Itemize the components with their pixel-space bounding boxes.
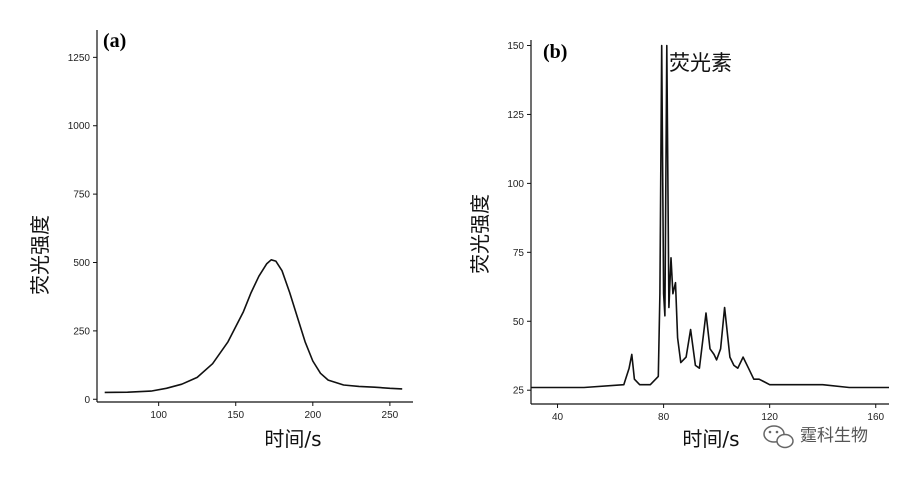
panel-b-label: (b) — [543, 41, 567, 63]
peak-annotation-fluorescein: 荧光素 — [669, 51, 732, 75]
panel-b-y-tick-label: 150 — [507, 41, 524, 52]
panel-a-x-axis-title: 时间/s — [264, 427, 321, 451]
panel-b-x-tick-label: 40 — [552, 412, 564, 423]
panel-b-x-tick-label: 80 — [658, 412, 670, 423]
panel-a-y-tick-label: 1000 — [68, 121, 91, 132]
panel-a-series-line — [104, 259, 403, 394]
panel-a-y-tick-label: 750 — [73, 190, 90, 201]
panel-b-series-line — [531, 44, 889, 389]
panel-b: (b) 荧光强度 时间/s 荧光素 25 50 75 100 125 150 40 80 120… — [468, 40, 889, 451]
panel-a-x-tick-label: 200 — [304, 410, 321, 421]
panel-a-y-axis-title: 荧光强度 — [28, 215, 52, 295]
watermark-text: 霆科生物 — [800, 426, 868, 446]
panel-b-y-tick-label: 75 — [513, 248, 525, 259]
wechat-icon — [763, 425, 794, 449]
panel-a-y-tick-label: 1250 — [68, 53, 91, 64]
panel-a: (a) 荧光强度 时间/s 0 250 500 750 1000 1250 100 150 20… — [28, 30, 413, 451]
panel-a-y-tick-label: 250 — [73, 326, 90, 337]
watermark: 霆科生物 — [763, 425, 868, 449]
panel-a-x-tick-label: 250 — [382, 410, 399, 421]
panel-a-y-tick-label: 0 — [84, 395, 90, 406]
panel-b-x-tick-label: 160 — [867, 412, 884, 423]
panel-b-y-tick-label: 100 — [507, 179, 524, 190]
panel-b-y-tick-label: 50 — [513, 317, 525, 328]
panel-b-y-tick-label: 25 — [513, 386, 525, 397]
panel-a-label: (a) — [103, 30, 126, 52]
panel-a-x-tick-label: 100 — [150, 410, 167, 421]
panel-b-x-axis-title: 时间/s — [682, 427, 739, 451]
panel-b-y-tick-label: 125 — [507, 110, 524, 121]
panel-b-x-tick-label: 120 — [761, 412, 778, 423]
panel-a-y-tick-label: 500 — [73, 258, 90, 269]
panel-b-y-axis-title: 荧光强度 — [468, 194, 492, 274]
panel-a-x-tick-label: 150 — [227, 410, 244, 421]
